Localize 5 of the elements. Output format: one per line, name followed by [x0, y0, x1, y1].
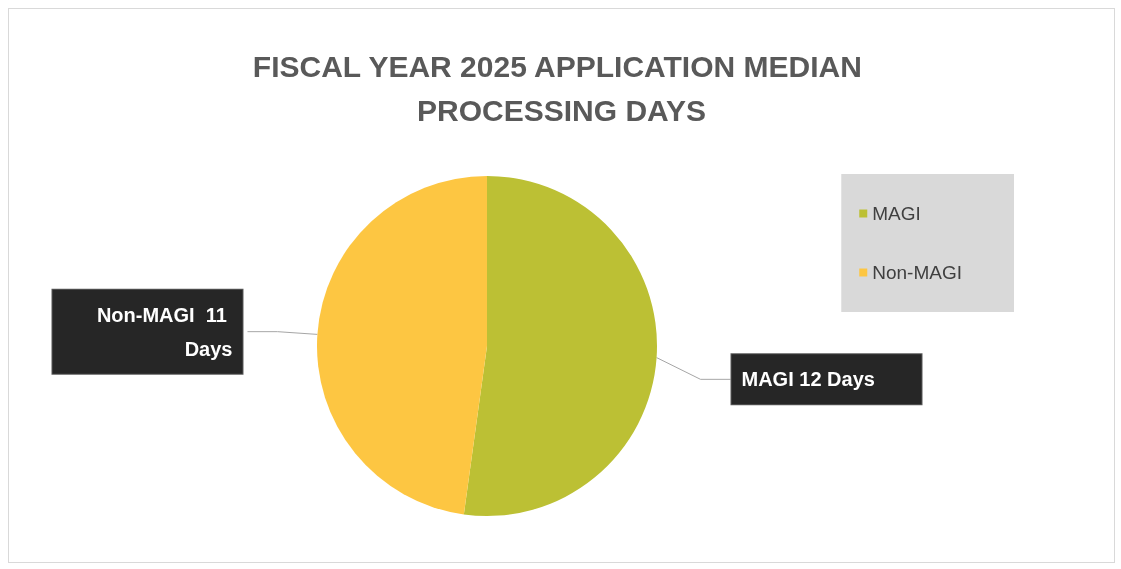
- data-label: Non-MAGI 11 Days: [96, 303, 233, 360]
- legend-label: MAGI: [872, 203, 921, 224]
- data-label: MAGI 12 Days: [741, 368, 875, 391]
- legend-label: Non-MAGI: [872, 262, 963, 283]
- chart-title: FISCAL YEAR 2025 APPLICATION MEDIAN PROCESSING DAYS: [252, 49, 871, 127]
